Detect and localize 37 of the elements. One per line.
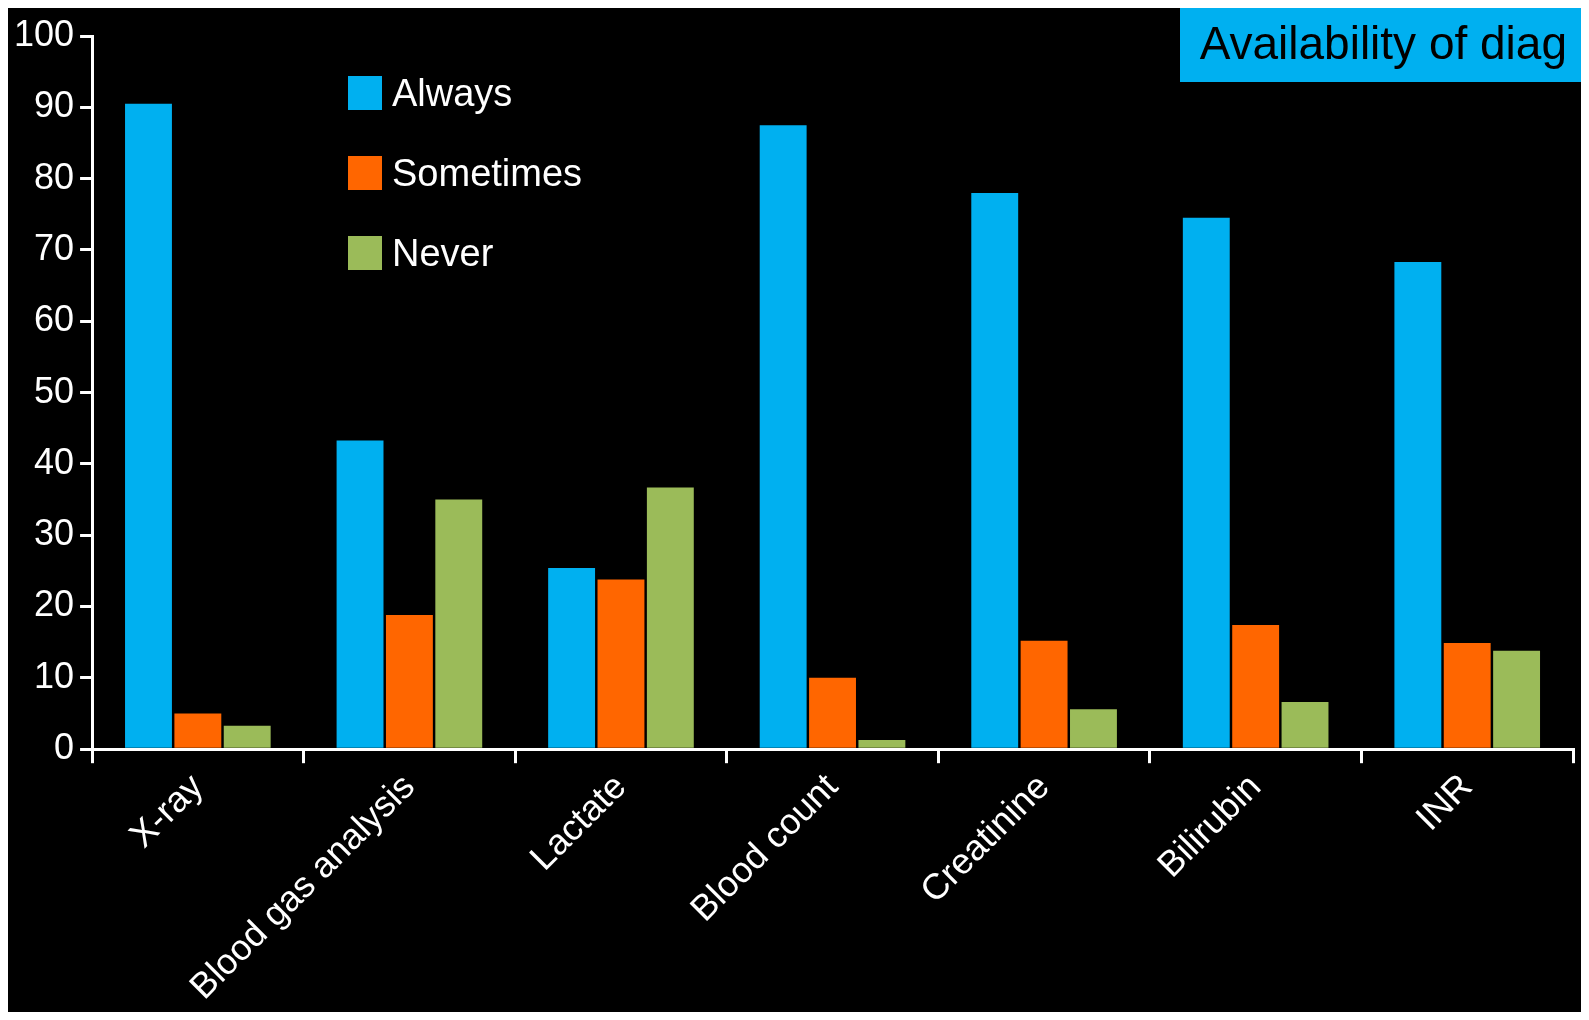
y-tick-label: 70 [34, 226, 75, 268]
legend-label: Sometimes [392, 151, 583, 195]
bar [1281, 702, 1329, 748]
bar [759, 125, 807, 748]
bar [597, 579, 645, 748]
y-tick-label: 0 [54, 726, 75, 768]
bar [435, 499, 483, 748]
bar [385, 615, 433, 748]
y-tick-label: 50 [34, 369, 75, 411]
y-tick-label: 20 [34, 583, 75, 625]
legend-label: Always [392, 71, 513, 115]
bar [125, 103, 172, 748]
bar [548, 568, 596, 748]
y-tick-label: 10 [34, 654, 75, 696]
bar [1443, 642, 1491, 748]
bar [858, 739, 906, 748]
bar [1493, 650, 1541, 748]
y-tick-label: 80 [34, 155, 75, 197]
legend-label: Never [392, 231, 494, 275]
bar [1232, 625, 1280, 748]
bar [1394, 262, 1442, 748]
bar [1070, 709, 1117, 748]
y-tick-label: 60 [34, 298, 75, 340]
chart-title: Availability of diag [1179, 8, 1581, 82]
bar [336, 440, 384, 748]
y-tick-label: 30 [34, 512, 75, 554]
y-tick-label: 40 [34, 440, 75, 482]
x-tick-label: INR [1407, 765, 1480, 838]
bar [1020, 640, 1068, 748]
bar [809, 677, 856, 748]
bar [174, 713, 222, 748]
bar [646, 487, 694, 748]
bar [223, 725, 271, 748]
y-tick-label: 90 [34, 84, 75, 126]
bar [971, 192, 1019, 748]
y-tick-label: 100 [13, 12, 75, 54]
bar [1182, 217, 1230, 748]
